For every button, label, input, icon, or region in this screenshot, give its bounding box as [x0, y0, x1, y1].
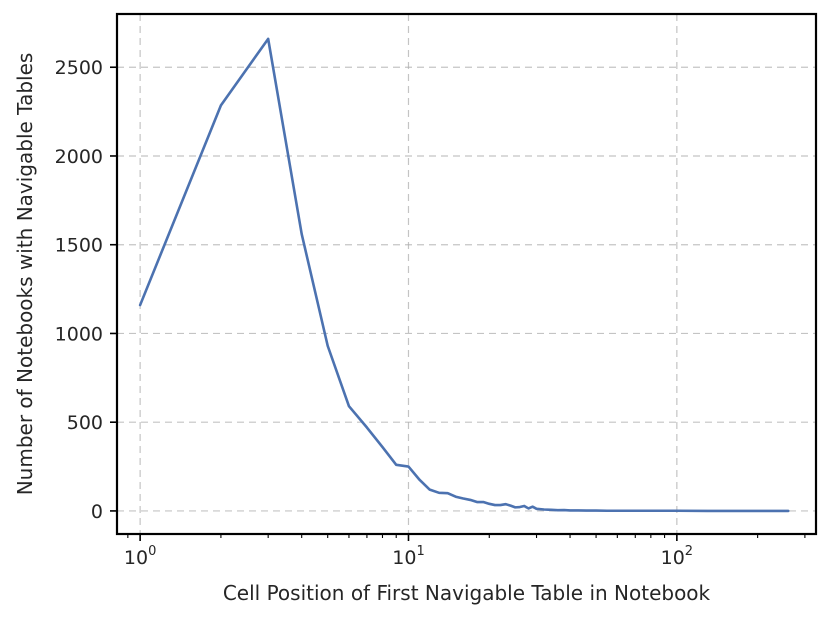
y-tick-label: 500	[67, 412, 103, 434]
series-line	[138, 37, 790, 513]
x-tick-label: 101	[392, 544, 424, 569]
y-tick-label: 1000	[55, 323, 103, 345]
x-tick-label: 102	[661, 544, 693, 569]
y-tick-label: 2000	[55, 146, 103, 168]
grid-lines	[117, 14, 816, 534]
x-tick-label: 100	[124, 544, 156, 569]
y-tick-label: 0	[91, 501, 103, 523]
y-tick-label: 2500	[55, 57, 103, 79]
x-axis-label: Cell Position of First Navigable Table i…	[223, 581, 711, 605]
y-tick-label: 1500	[55, 235, 103, 257]
axis-ticks: 0 500 1000 1500 2000 2500 100 101 102	[55, 57, 806, 569]
data-series	[138, 37, 790, 513]
y-axis-label: Number of Notebooks with Navigable Table…	[13, 53, 37, 496]
plot-frame	[115, 12, 818, 536]
